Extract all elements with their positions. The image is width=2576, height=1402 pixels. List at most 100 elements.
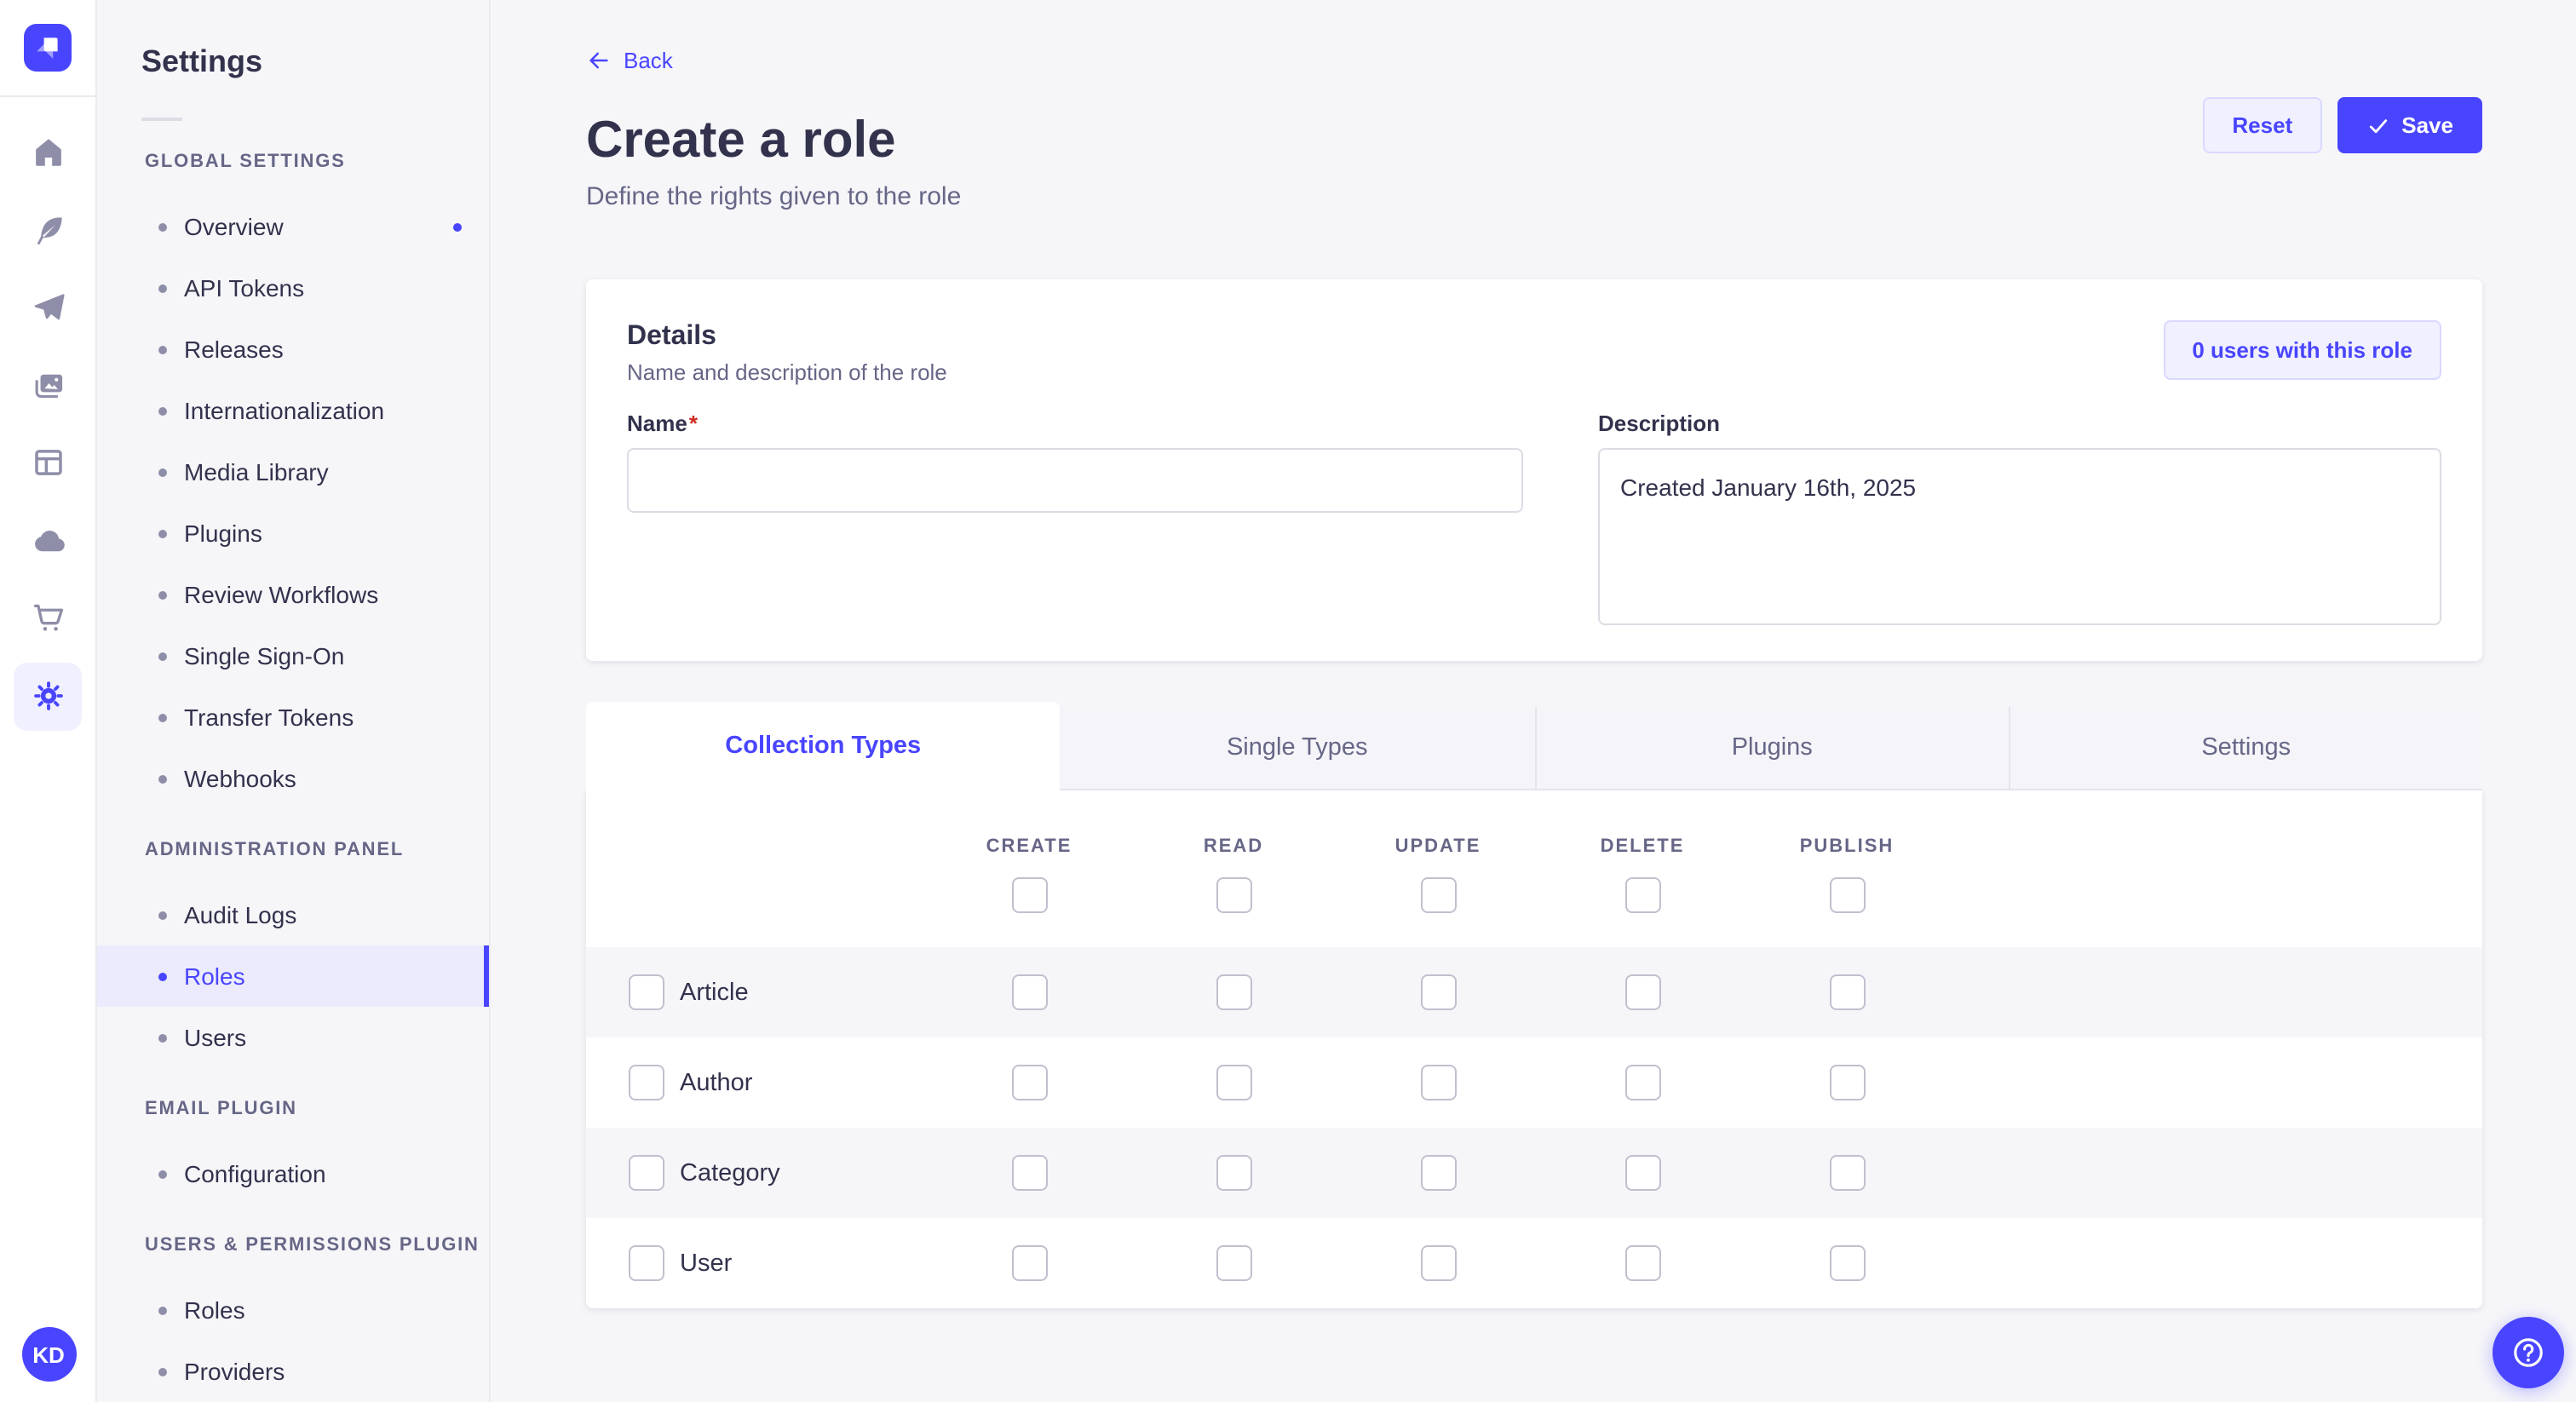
category-read-checkbox[interactable] — [1216, 1155, 1251, 1191]
article-delete-checkbox[interactable] — [1624, 974, 1660, 1010]
select-all-update-checkbox[interactable] — [1420, 877, 1456, 913]
back-label: Back — [624, 48, 673, 73]
sidebar-item-roles[interactable]: Roles — [97, 1279, 489, 1341]
back-link[interactable]: Back — [586, 48, 673, 73]
tab-plugins[interactable]: Plugins — [1534, 707, 2009, 790]
bullet-icon — [158, 1306, 167, 1314]
sidebar-item-api-tokens[interactable]: API Tokens — [97, 257, 489, 319]
article-publish-checkbox[interactable] — [1829, 974, 1865, 1010]
reset-button[interactable]: Reset — [2203, 97, 2321, 153]
bullet-icon — [158, 774, 167, 783]
author-publish-checkbox[interactable] — [1829, 1065, 1865, 1100]
paper-plane-icon[interactable] — [0, 269, 97, 347]
name-input[interactable] — [627, 448, 1523, 513]
sidebar-item-providers[interactable]: Providers — [97, 1341, 489, 1402]
select-all-create-checkbox[interactable] — [1011, 877, 1047, 913]
row-author-checkbox[interactable] — [629, 1065, 664, 1100]
sidebar-item-configuration[interactable]: Configuration — [97, 1143, 489, 1204]
sidebar-item-label: Internationalization — [184, 397, 384, 424]
sidebar-item-roles[interactable]: Roles — [97, 945, 489, 1007]
sidebar-item-releases[interactable]: Releases — [97, 319, 489, 380]
sidebar-header: Settings — [97, 0, 489, 121]
author-create-checkbox[interactable] — [1011, 1065, 1047, 1100]
description-textarea[interactable]: Created January 16th, 2025 — [1598, 448, 2441, 625]
tab-single-types[interactable]: Single Types — [1061, 707, 1535, 790]
author-read-checkbox[interactable] — [1216, 1065, 1251, 1100]
select-all-publish-checkbox[interactable] — [1829, 877, 1865, 913]
content-type-label: User — [680, 1250, 732, 1277]
help-button[interactable] — [2492, 1316, 2564, 1388]
sidebar-item-label: Transfer Tokens — [184, 704, 354, 731]
sidebar-section-label: USERS & PERMISSIONS PLUGIN — [97, 1225, 489, 1266]
sidebar-section-label: ADMINISTRATION PANEL — [97, 830, 489, 871]
sidebar-item-label: Review Workflows — [184, 581, 378, 608]
sidebar-item-label: Roles — [184, 1296, 245, 1324]
sidebar-item-plugins[interactable]: Plugins — [97, 503, 489, 564]
bullet-icon — [158, 529, 167, 537]
user-delete-checkbox[interactable] — [1624, 1245, 1660, 1281]
sidebar-item-users[interactable]: Users — [97, 1007, 489, 1068]
author-delete-checkbox[interactable] — [1624, 1065, 1660, 1100]
select-all-delete-checkbox[interactable] — [1624, 877, 1660, 913]
sidebar-section-label: GLOBAL SETTINGS — [97, 141, 489, 182]
tab-collection-types[interactable]: Collection Types — [586, 702, 1061, 790]
content-type-label: Author — [680, 1069, 752, 1096]
sidebar-item-label: Single Sign-On — [184, 642, 344, 669]
notification-dot-icon — [453, 222, 462, 231]
user-publish-checkbox[interactable] — [1829, 1245, 1865, 1281]
divider — [141, 118, 182, 121]
column-header-delete: DELETE — [1601, 833, 1685, 860]
name-label: Name* — [627, 411, 1523, 438]
bullet-icon — [158, 1367, 167, 1376]
settings-sidebar: Settings GLOBAL SETTINGS Overview API To… — [97, 0, 491, 1402]
strapi-logo-icon[interactable] — [0, 0, 95, 97]
row-user-checkbox[interactable] — [629, 1245, 664, 1281]
bullet-icon — [158, 1033, 167, 1042]
category-publish-checkbox[interactable] — [1829, 1155, 1865, 1191]
save-button[interactable]: Save — [2337, 97, 2482, 153]
cart-icon[interactable] — [0, 579, 97, 657]
tab-settings[interactable]: Settings — [2009, 707, 2483, 790]
user-read-checkbox[interactable] — [1216, 1245, 1251, 1281]
images-icon[interactable] — [0, 347, 97, 424]
article-read-checkbox[interactable] — [1216, 974, 1251, 1010]
sidebar-item-label: Overview — [184, 213, 284, 240]
cloud-icon[interactable] — [0, 502, 97, 579]
layout-icon[interactable] — [0, 424, 97, 502]
feather-icon[interactable] — [0, 192, 97, 269]
sidebar-item-media-library[interactable]: Media Library — [97, 441, 489, 503]
category-create-checkbox[interactable] — [1011, 1155, 1047, 1191]
user-update-checkbox[interactable] — [1420, 1245, 1456, 1281]
details-subtitle: Name and description of the role — [627, 358, 947, 388]
users-with-role-button[interactable]: 0 users with this role — [2163, 320, 2441, 380]
bullet-icon — [158, 972, 167, 980]
bullet-icon — [158, 590, 167, 599]
sidebar-item-internationalization[interactable]: Internationalization — [97, 380, 489, 441]
sidebar-item-label: API Tokens — [184, 274, 304, 302]
bullet-icon — [158, 1169, 167, 1178]
home-icon[interactable] — [0, 114, 97, 192]
sidebar-item-overview[interactable]: Overview — [97, 196, 489, 257]
content-type-label: Article — [680, 979, 749, 1006]
sidebar-item-review-workflows[interactable]: Review Workflows — [97, 564, 489, 625]
sidebar-item-label: Users — [184, 1024, 246, 1051]
category-update-checkbox[interactable] — [1420, 1155, 1456, 1191]
user-create-checkbox[interactable] — [1011, 1245, 1047, 1281]
sidebar-item-webhooks[interactable]: Webhooks — [97, 748, 489, 809]
author-update-checkbox[interactable] — [1420, 1065, 1456, 1100]
sidebar-item-transfer-tokens[interactable]: Transfer Tokens — [97, 687, 489, 748]
article-create-checkbox[interactable] — [1011, 974, 1047, 1010]
gear-icon[interactable] — [14, 662, 82, 730]
article-update-checkbox[interactable] — [1420, 974, 1456, 1010]
user-avatar[interactable]: KD — [21, 1327, 76, 1382]
category-delete-checkbox[interactable] — [1624, 1155, 1660, 1191]
page-title: Create a role — [586, 109, 2482, 174]
row-article-checkbox[interactable] — [629, 974, 664, 1010]
sidebar-item-single-sign-on[interactable]: Single Sign-On — [97, 625, 489, 687]
sidebar-item-audit-logs[interactable]: Audit Logs — [97, 884, 489, 945]
sidebar-section-administration-panel: ADMINISTRATION PANEL Audit Logs Roles Us… — [97, 830, 489, 1068]
row-category-checkbox[interactable] — [629, 1155, 664, 1191]
arrow-left-icon — [586, 48, 612, 73]
select-all-read-checkbox[interactable] — [1216, 877, 1251, 913]
sidebar-item-label: Plugins — [184, 520, 262, 547]
